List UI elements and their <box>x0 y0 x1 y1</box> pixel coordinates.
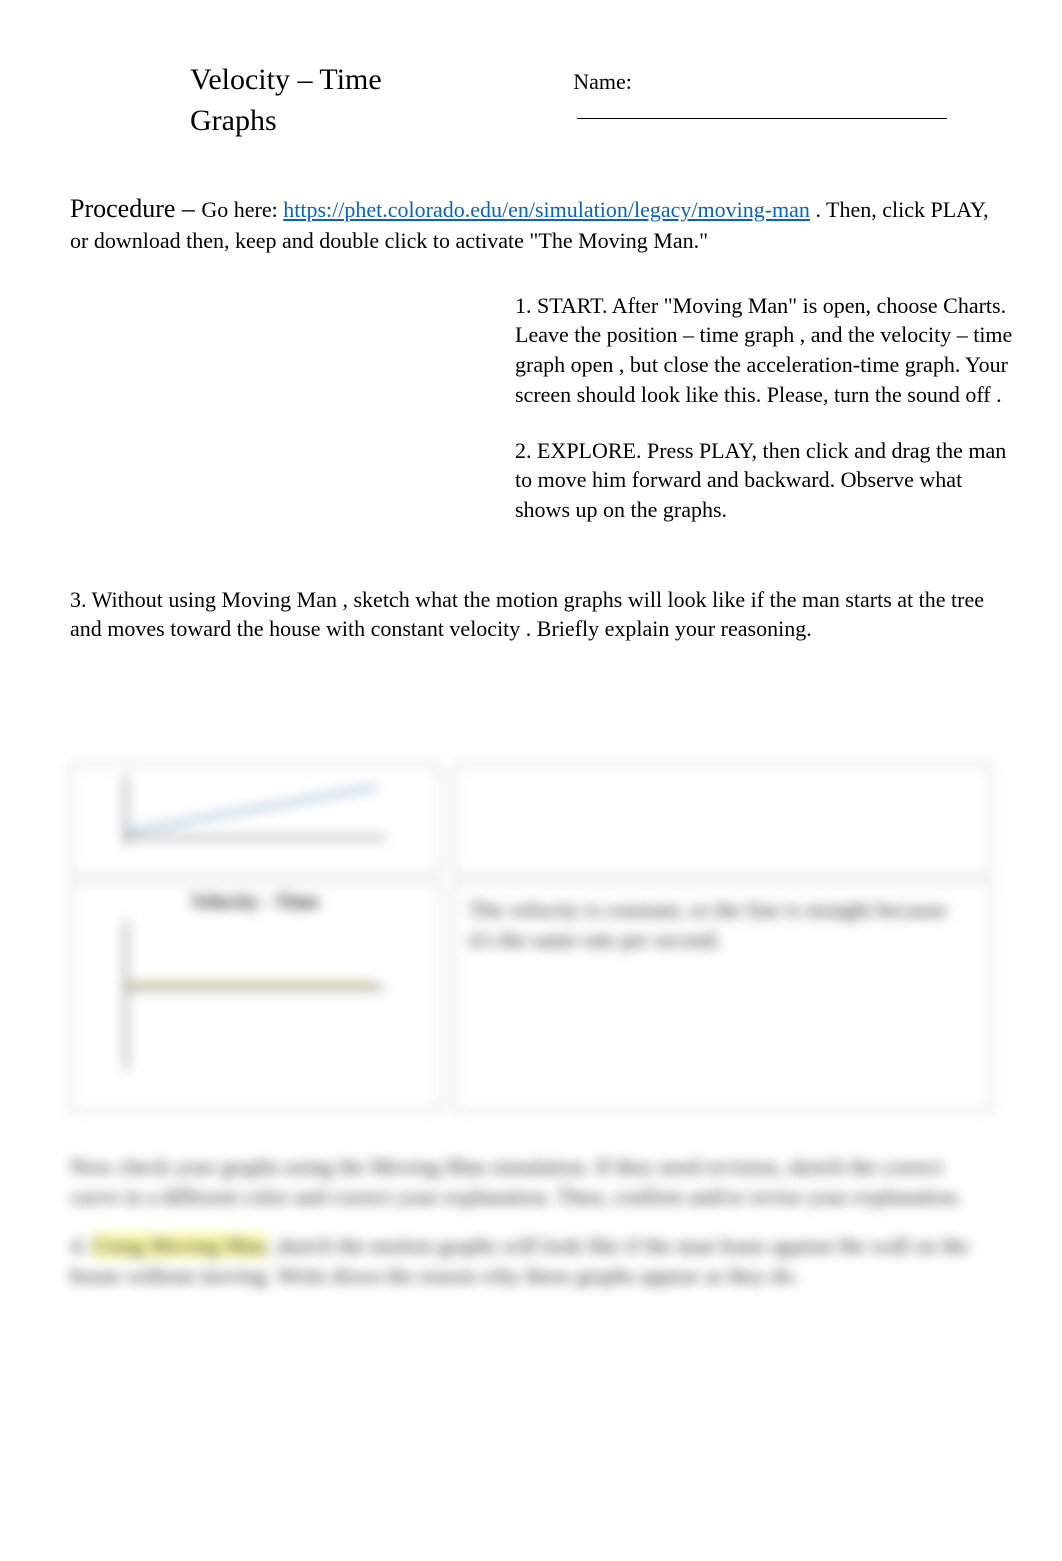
graph-row-1 <box>70 764 992 874</box>
header: Velocity – Time Graphs Name: <box>70 60 992 141</box>
x-axis <box>125 837 385 839</box>
procedure: Procedure – Go here: https://phet.colora… <box>70 191 992 256</box>
velocity-graph-title: Velocity - Time <box>81 889 429 916</box>
procedure-gohere: Go here: <box>201 197 283 222</box>
name-blank-line <box>577 118 947 119</box>
y-axis <box>125 775 127 845</box>
explain-box-1 <box>454 764 992 874</box>
simulation-link[interactable]: https://phet.colorado.edu/en/simulation/… <box>283 197 810 222</box>
step-2-text: 2. EXPLORE. Press PLAY, then click and d… <box>515 438 1006 522</box>
q4-highlight: Using Moving Man <box>92 1233 266 1258</box>
y-axis-2 <box>125 920 127 1070</box>
velocity-line <box>127 983 377 986</box>
q4-prefix: 4. <box>70 1233 92 1258</box>
velocity-time-graph: Velocity - Time <box>70 882 440 1112</box>
x-axis-2 <box>125 987 385 989</box>
name-field: Name: <box>573 67 992 126</box>
explain-box-2: The velocity is constant, so the line is… <box>454 882 992 1112</box>
position-line <box>127 782 377 837</box>
question-4: 4. Using Moving Man, sketch the motion g… <box>70 1231 992 1290</box>
procedure-heading: Procedure – <box>70 194 201 223</box>
position-axes <box>125 775 385 845</box>
name-label: Name: <box>573 69 632 94</box>
explain-2-text: The velocity is constant, so the line is… <box>469 897 947 952</box>
check-instructions: Now check your graphs using the Moving M… <box>70 1152 992 1211</box>
step-1-text: 1. START. After "Moving Man" is open, ch… <box>515 293 1012 407</box>
velocity-axes <box>125 920 385 1070</box>
question-3-text: 3. Without using Moving Man , sketch wha… <box>70 587 984 642</box>
step-2: 2. EXPLORE. Press PLAY, then click and d… <box>515 436 1015 525</box>
step-1: 1. START. After "Moving Man" is open, ch… <box>515 291 1015 410</box>
check-text: Now check your graphs using the Moving M… <box>70 1154 962 1209</box>
answer-graphs: Velocity - Time The velocity is constant… <box>70 764 992 1112</box>
graph-row-2: Velocity - Time The velocity is constant… <box>70 882 992 1112</box>
position-time-graph <box>70 764 440 874</box>
question-3: 3. Without using Moving Man , sketch wha… <box>70 585 992 644</box>
page-title: Velocity – Time Graphs <box>190 60 463 141</box>
